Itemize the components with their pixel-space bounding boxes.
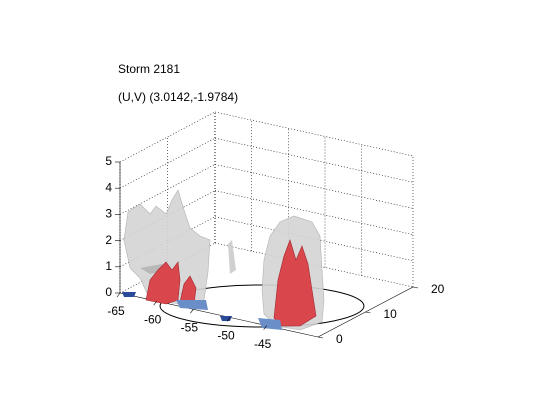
grid-line: [214, 242, 414, 288]
gray-isosurface: [228, 240, 236, 274]
y-tick: [412, 286, 419, 289]
x-tick: [153, 300, 157, 306]
chart-title: Storm 2181: [118, 62, 180, 76]
y-tick: [365, 311, 371, 314]
grid-line: [214, 111, 414, 157]
x-tick: [116, 292, 121, 298]
z-tick-label: 4: [105, 180, 112, 194]
x-tick-label: -55: [181, 320, 199, 334]
x-tick-label: -65: [107, 304, 125, 318]
grid-line: [214, 137, 414, 183]
red-isosurface: [145, 261, 181, 305]
red-isosurface: [273, 239, 317, 327]
blue-isosurface: [258, 318, 282, 330]
grid-line: [214, 164, 414, 209]
x-tick: [226, 317, 231, 322]
isosurfaces: [122, 189, 365, 331]
z-tick-label: 5: [105, 154, 112, 168]
z-tick-label: 3: [105, 207, 112, 221]
y-tick-label: 20: [431, 282, 445, 296]
z-tick-label: 2: [105, 233, 112, 247]
z-tick-label: 1: [105, 259, 112, 273]
blue-isosurface: [122, 292, 136, 297]
x-tick-label: -60: [144, 312, 162, 326]
x-tick-label: -50: [217, 329, 235, 343]
y-tick-label: 0: [336, 332, 343, 346]
x-tick: [263, 325, 267, 330]
grid-line: [214, 216, 414, 262]
chart-subtitle: (U,V) (3.0142,-1.9784): [118, 90, 238, 104]
z-tick-label: 0: [105, 285, 112, 299]
blue-isosurface: [220, 316, 232, 321]
y-tick-label: 10: [384, 307, 398, 321]
y-tick: [317, 336, 324, 339]
grid-line: [214, 190, 414, 235]
blue-isosurface: [176, 300, 208, 310]
x-tick: [190, 309, 194, 314]
x-tick-label: -45: [254, 337, 272, 351]
